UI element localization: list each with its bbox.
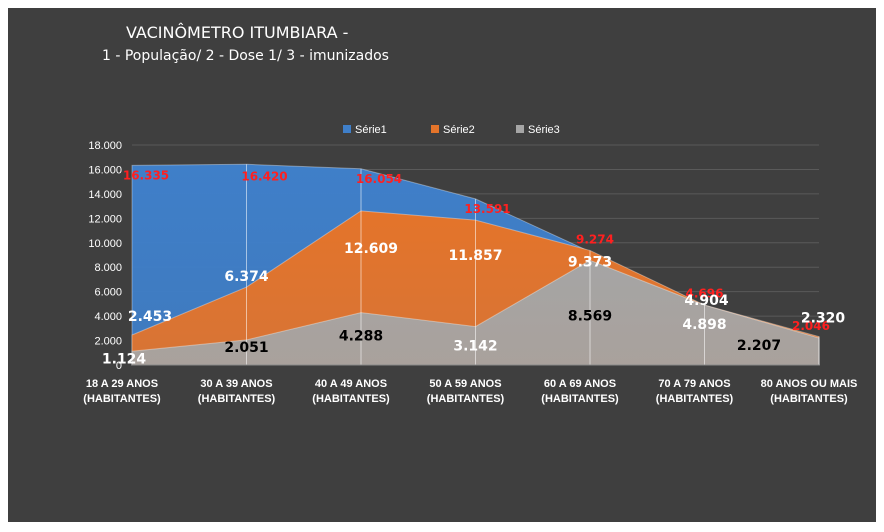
legend-label: Série1 <box>355 124 387 136</box>
legend-swatch <box>431 125 439 133</box>
y-axis: 0 2.000 4.000 6.000 8.000 10.000 12.000 14.000 1… <box>88 140 122 372</box>
x-tick-label-line: (HABITANTES) <box>198 393 276 405</box>
chart-frame: VACINÔMETRO ITUMBIARA - 1 - População/ 2… <box>8 8 876 522</box>
data-label: 16.054 <box>356 172 402 186</box>
area-chart: VACINÔMETRO ITUMBIARA - 1 - População/ 2… <box>83 23 857 405</box>
data-label: 1.124 <box>102 351 147 367</box>
data-label: 8.569 <box>568 308 612 324</box>
x-tick-label: 70 A 79 ANOS (HABITANTES) <box>656 378 734 405</box>
y-tick-label: 6.000 <box>94 287 122 299</box>
x-tick-label: 40 A 49 ANOS (HABITANTES) <box>312 378 390 405</box>
x-tick-label-line: (HABITANTES) <box>83 393 161 405</box>
data-label: 2.046 <box>792 319 830 333</box>
data-label: 2.051 <box>224 340 268 356</box>
chart-title: VACINÔMETRO ITUMBIARA - <box>126 23 348 42</box>
data-label: 2.320 <box>801 311 846 327</box>
y-tick-label: 10.000 <box>88 238 122 250</box>
x-tick-label-line: (HABITANTES) <box>770 393 848 405</box>
x-tick-label-line: 50 A 59 ANOS <box>429 378 501 390</box>
x-tick-label-line: 30 A 39 ANOS <box>200 378 272 390</box>
data-label: 11.857 <box>448 248 502 264</box>
y-tick-label: 16.000 <box>88 164 122 176</box>
x-tick-label: 50 A 59 ANOS (HABITANTES) <box>427 378 505 405</box>
y-tick-label: 2.000 <box>94 336 122 348</box>
x-tick-label-line: 80 ANOS OU MAIS <box>761 378 858 390</box>
x-tick-label-line: 60 A 69 ANOS <box>544 378 616 390</box>
y-tick-label: 14.000 <box>88 189 122 201</box>
data-label: 16.420 <box>241 169 287 183</box>
data-label: 4.898 <box>682 317 726 333</box>
data-label: 2.207 <box>737 338 781 354</box>
legend-swatch <box>343 125 351 133</box>
x-tick-label-line: (HABITANTES) <box>312 393 390 405</box>
x-tick-label-line: (HABITANTES) <box>427 393 505 405</box>
x-tick-label-line: (HABITANTES) <box>541 393 619 405</box>
data-label: 3.142 <box>453 339 497 355</box>
chart-subtitle: 1 - População/ 2 - Dose 1/ 3 - imunizado… <box>102 48 389 64</box>
legend: Série1 Série2 Série3 <box>343 124 560 136</box>
legend-label: Série2 <box>443 124 475 136</box>
data-label: 2.453 <box>128 309 172 325</box>
data-label: 9.373 <box>568 254 612 270</box>
y-tick-label: 0 <box>116 360 122 372</box>
data-label: 9.274 <box>576 233 614 247</box>
legend-label: Série3 <box>528 124 560 136</box>
category-dividers <box>132 164 820 366</box>
legend-swatch <box>516 125 524 133</box>
data-labels: 16.335 16.420 16.05413.5919.2744.6962.0462… <box>102 168 846 367</box>
x-tick-label: 80 ANOS OU MAIS (HABITANTES) <box>761 378 858 405</box>
data-label: 6.374 <box>224 269 269 285</box>
x-tick-label-line: 18 A 29 ANOS <box>86 378 158 390</box>
x-tick-label: 30 A 39 ANOS (HABITANTES) <box>198 378 276 405</box>
data-label: 13.591 <box>464 202 510 216</box>
y-tick-label: 18.000 <box>88 140 122 152</box>
data-label: 16.335 <box>123 168 169 182</box>
x-tick-label-line: 40 A 49 ANOS <box>315 378 387 390</box>
x-tick-label-line: (HABITANTES) <box>656 393 734 405</box>
y-tick-label: 12.000 <box>88 213 122 225</box>
data-label: 12.609 <box>344 241 398 257</box>
data-label: 4.904 <box>684 293 729 309</box>
y-tick-label: 4.000 <box>94 311 122 323</box>
data-label: 4.696 <box>686 287 724 301</box>
x-tick-label-line: 70 A 79 ANOS <box>658 378 730 390</box>
x-tick-label: 18 A 29 ANOS (HABITANTES) <box>83 378 161 405</box>
data-label: 4.288 <box>339 329 383 345</box>
x-tick-label: 60 A 69 ANOS (HABITANTES) <box>541 378 619 405</box>
x-axis: 18 A 29 ANOS (HABITANTES) 30 A 39 ANOS (HAB… <box>83 378 857 405</box>
y-tick-label: 8.000 <box>94 262 122 274</box>
